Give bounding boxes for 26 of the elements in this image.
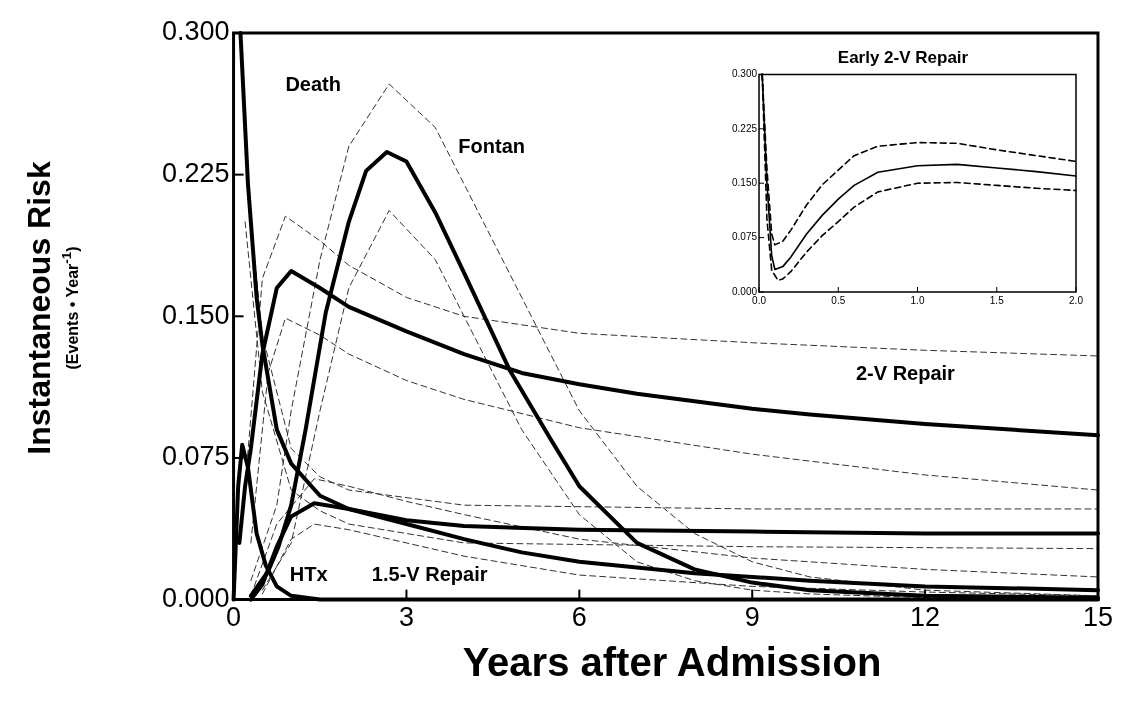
y-tick-label: 0.225 — [731, 122, 758, 134]
x-tick-label: 2.0 — [1069, 294, 1084, 306]
y-tick-label: 0.300 — [161, 16, 230, 47]
y-tick-label: 0.000 — [731, 285, 758, 297]
series-label: 2-V Repair — [855, 361, 956, 384]
text: Fontan — [458, 135, 525, 158]
x-axis-title: Years after Admission — [461, 640, 883, 685]
y-tick-label: 0.150 — [161, 299, 230, 330]
x-tick-label: 1.5 — [989, 294, 1005, 306]
x-tick-label: 3 — [398, 602, 414, 633]
text: Death — [285, 72, 342, 95]
x-tick-label: 15 — [1082, 602, 1114, 633]
x-tick-label: 0.0 — [752, 294, 767, 306]
x-tick-label: 12 — [910, 602, 941, 633]
series-label: 1.5-V Repair — [371, 562, 488, 585]
y-tick-label: 0.225 — [161, 158, 230, 189]
y-tick-label: 0.150 — [731, 176, 758, 188]
x-tick-label: 0.5 — [831, 294, 846, 306]
y-tick-label: 0.075 — [161, 441, 230, 472]
y-tick-label: 0.075 — [731, 231, 758, 243]
x-tick-label: 9 — [744, 602, 760, 633]
y-tick-label: 0.300 — [731, 68, 758, 80]
series-label: HTx — [289, 562, 328, 585]
x-tick-label: 1.0 — [910, 294, 925, 306]
chart-title: Early 2-V Repair — [837, 47, 969, 67]
x-tick-label: 6 — [571, 602, 587, 633]
